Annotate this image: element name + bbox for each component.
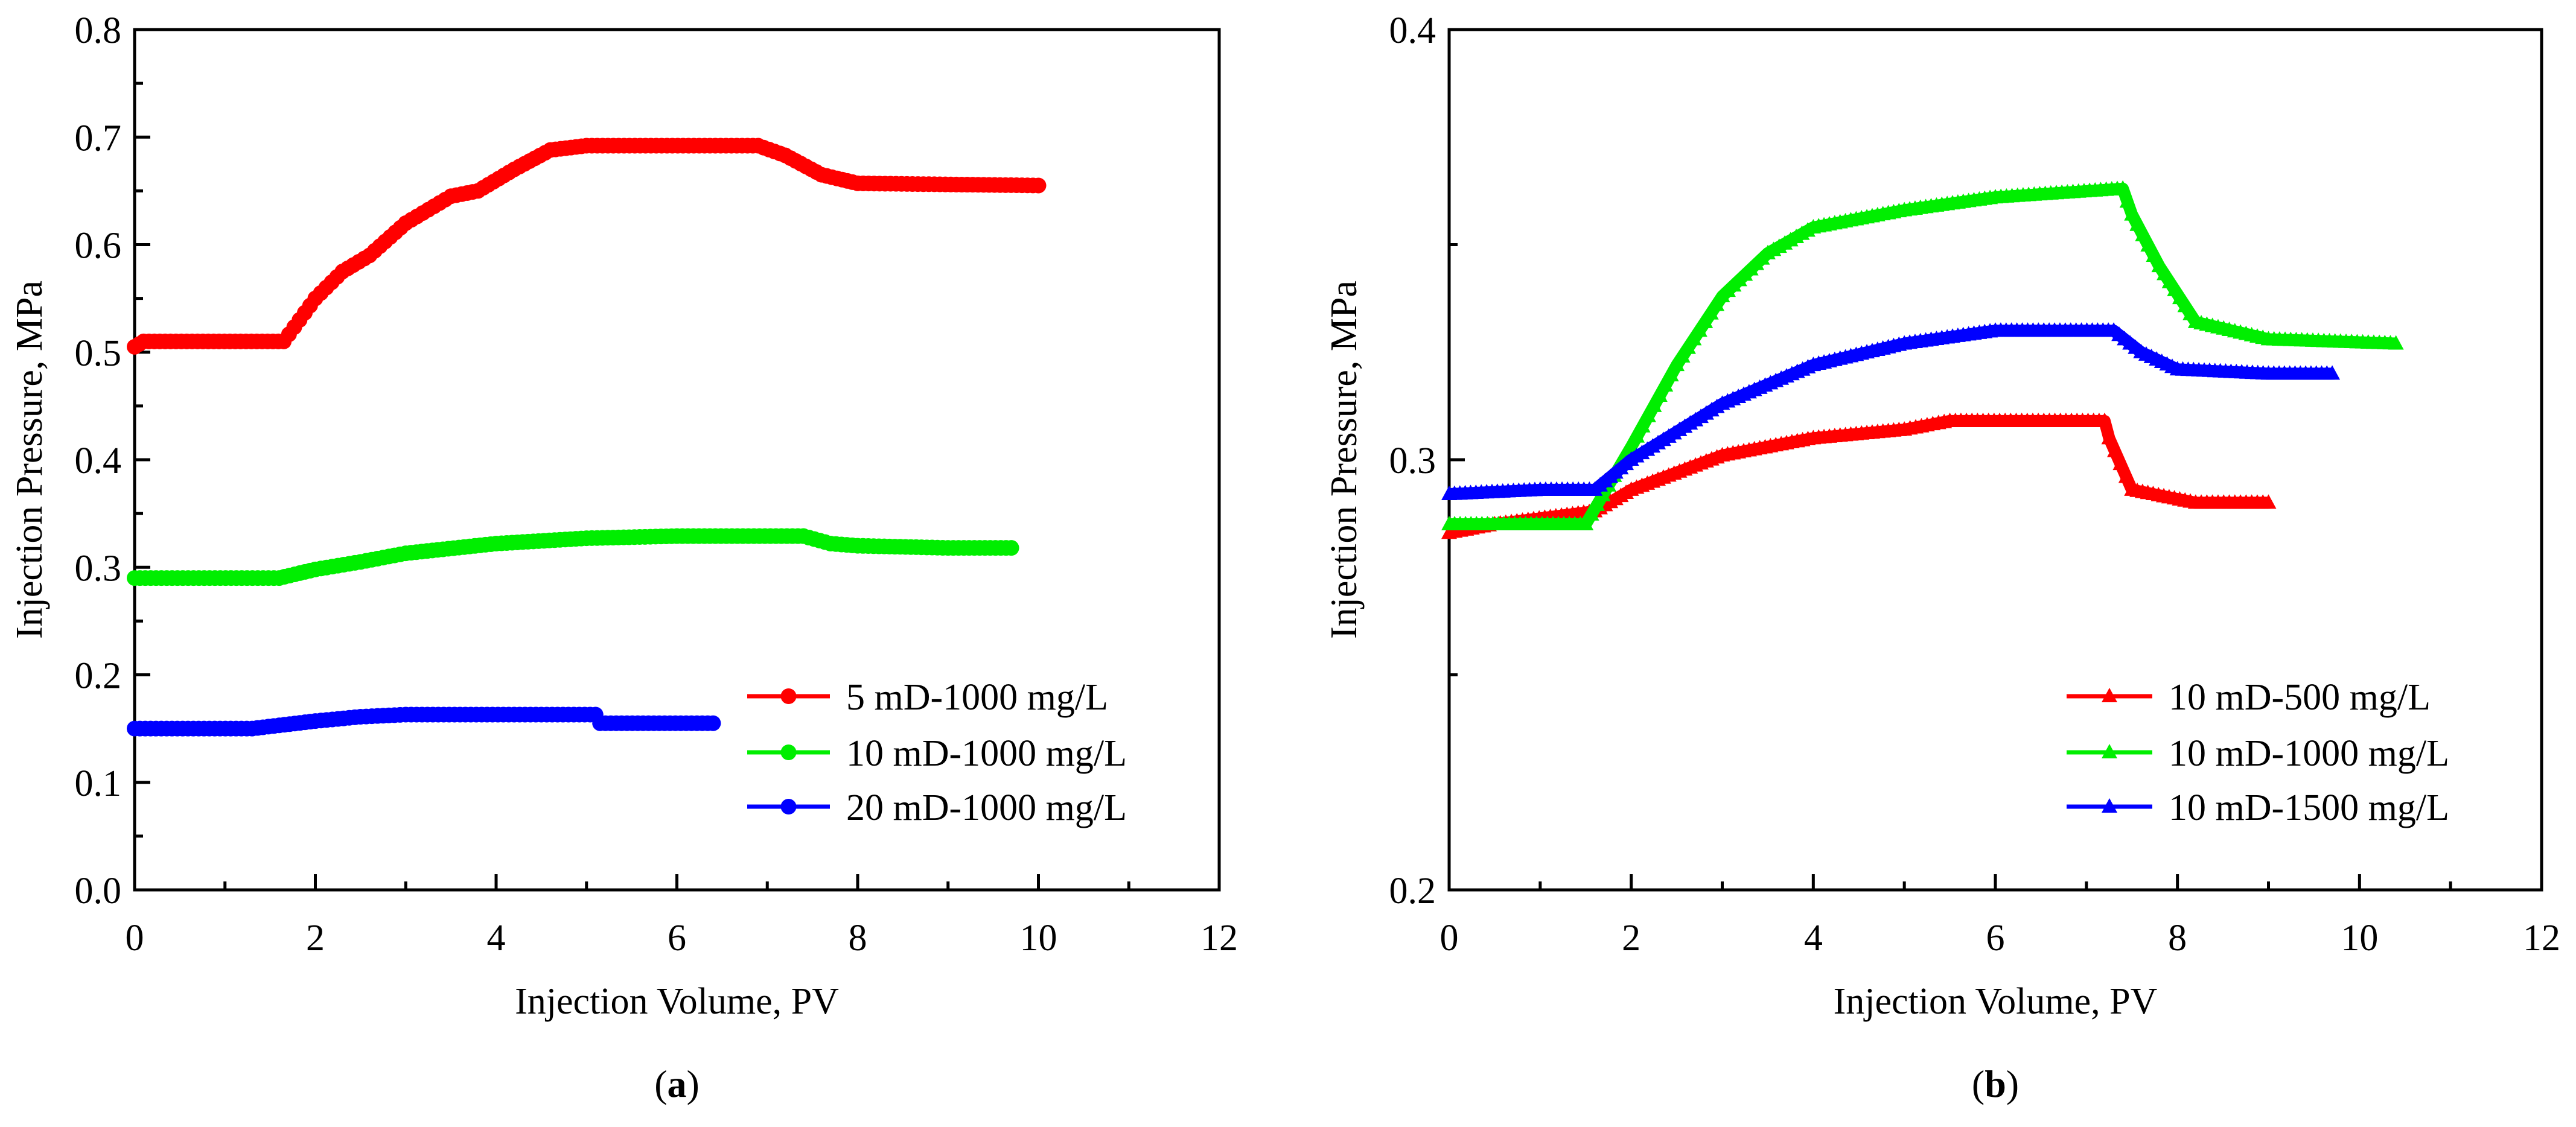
x-tick-label: 2 (306, 918, 325, 959)
series-line (131, 139, 1039, 352)
legend-label: 10 mD-1000 mg/L (846, 733, 1127, 774)
panel-label: (b) (1972, 1062, 2019, 1105)
series-5-md-1000-mg-l (127, 138, 1047, 355)
x-tick-label: 8 (849, 918, 867, 959)
data-point (1583, 506, 1599, 521)
data-point (1003, 540, 1019, 556)
legend-label: 10 mD-1500 mg/L (2169, 787, 2449, 828)
x-tick-label: 0 (126, 918, 144, 959)
y-tick-label: 0.0 (75, 871, 122, 912)
series-10-md-1000-mg-l (127, 528, 1019, 586)
data-point (705, 715, 721, 731)
data-point (2118, 468, 2134, 483)
y-tick-label: 0.2 (75, 656, 122, 697)
data-point (1640, 407, 1656, 422)
x-tick-label: 6 (668, 918, 686, 959)
data-point (2124, 206, 2140, 221)
y-tick-label: 0.6 (75, 226, 122, 267)
data-point (1595, 486, 1611, 501)
data-point (1680, 339, 1696, 354)
x-tick-label: 12 (1200, 918, 1238, 959)
data-point (1589, 496, 1605, 511)
y-tick-label: 0.4 (75, 440, 122, 481)
legend-marker (2102, 688, 2117, 702)
y-tick-label: 0.2 (1389, 871, 1436, 912)
chart-panel-a: 0 2 4 6 8 10 12 0.0 0.1 0.2 0.3 0.4 0.5 0.6 0.7 0.8 Inje… (9, 10, 1238, 1105)
y-tick-label: 0.3 (1389, 440, 1436, 481)
x-tick-label: 10 (1020, 918, 1057, 959)
x-tick-label: 0 (1440, 918, 1459, 959)
x-tick-label: 4 (1804, 918, 1823, 959)
y-axis-title: Injection Pressure, MPa (1324, 281, 1365, 639)
data-point (2260, 494, 2277, 509)
y-tick-label: 0.1 (75, 763, 122, 804)
data-point (2140, 237, 2157, 252)
y-tick-label: 0.3 (75, 548, 122, 589)
legend-label: 10 mD-500 mg/L (2169, 677, 2431, 718)
legend-label: 10 mD-1000 mg/L (2169, 733, 2449, 774)
data-point (2115, 180, 2131, 195)
x-tick-label: 2 (1622, 918, 1640, 959)
data-point (1691, 322, 1707, 337)
data-point (2112, 456, 2129, 471)
series-line (1449, 182, 2397, 530)
legend-marker (780, 744, 797, 760)
data-point (1646, 397, 1662, 412)
y-tick-label: 0.8 (75, 10, 122, 51)
x-axis-title: Injection Volume, PV (515, 981, 839, 1022)
y-axis-title: Injection Pressure, MPa (9, 281, 50, 639)
x-tick-label: 8 (2168, 918, 2187, 959)
y-tick-label: 0.7 (75, 118, 122, 159)
x-tick-label: 6 (1986, 918, 2005, 959)
legend-label: 5 mD-1000 mg/L (846, 677, 1108, 718)
data-point (1674, 348, 1691, 363)
legend-marker (2102, 744, 2117, 758)
data-point (2388, 335, 2404, 350)
data-point (2146, 247, 2162, 262)
panel-letter: b (1985, 1062, 2006, 1105)
data-point (1709, 296, 1725, 311)
data-point (2119, 193, 2135, 208)
legend-marker (780, 688, 797, 704)
y-tick-label: 0.5 (75, 333, 122, 374)
legend-label: 20 mD-1000 mg/L (846, 787, 1127, 828)
series-10-md-1000-mg-l (1441, 180, 2404, 530)
x-tick-label: 4 (487, 918, 506, 959)
series-10-md-1500-mg-l (1441, 322, 2341, 501)
x-axis-title: Injection Volume, PV (1834, 981, 2158, 1022)
data-point (1634, 417, 1651, 433)
data-point (1686, 331, 1702, 346)
data-point (1663, 367, 1679, 382)
data-point (2324, 365, 2341, 380)
data-point (2101, 430, 2117, 445)
chart-panel-b: 0 2 4 6 8 10 12 0.2 0.3 0.4 Injection Volume, PV In… (1324, 10, 2560, 1105)
data-point (1578, 515, 1594, 530)
data-point (1629, 428, 1645, 443)
data-point (1651, 387, 1668, 402)
y-tick-label: 0.4 (1389, 10, 1436, 51)
data-point (2135, 226, 2151, 241)
data-point (1030, 177, 1047, 194)
data-point (2106, 442, 2123, 457)
data-point (1703, 305, 1719, 320)
data-point (1657, 377, 1674, 392)
x-tick-label: 10 (2341, 918, 2378, 959)
legend-marker (780, 799, 797, 814)
data-point (1623, 438, 1639, 453)
panel-letter: a (668, 1062, 687, 1105)
data-point (2097, 412, 2112, 427)
x-tick-label: 12 (2523, 918, 2560, 959)
series-line (1449, 325, 2333, 501)
legend-marker (2102, 798, 2117, 813)
panel-label: (a) (654, 1062, 700, 1105)
data-point (1669, 357, 1685, 372)
series-20-md-1000-mg-l (127, 706, 721, 737)
data-point (1697, 313, 1714, 328)
data-point (2129, 216, 2146, 231)
